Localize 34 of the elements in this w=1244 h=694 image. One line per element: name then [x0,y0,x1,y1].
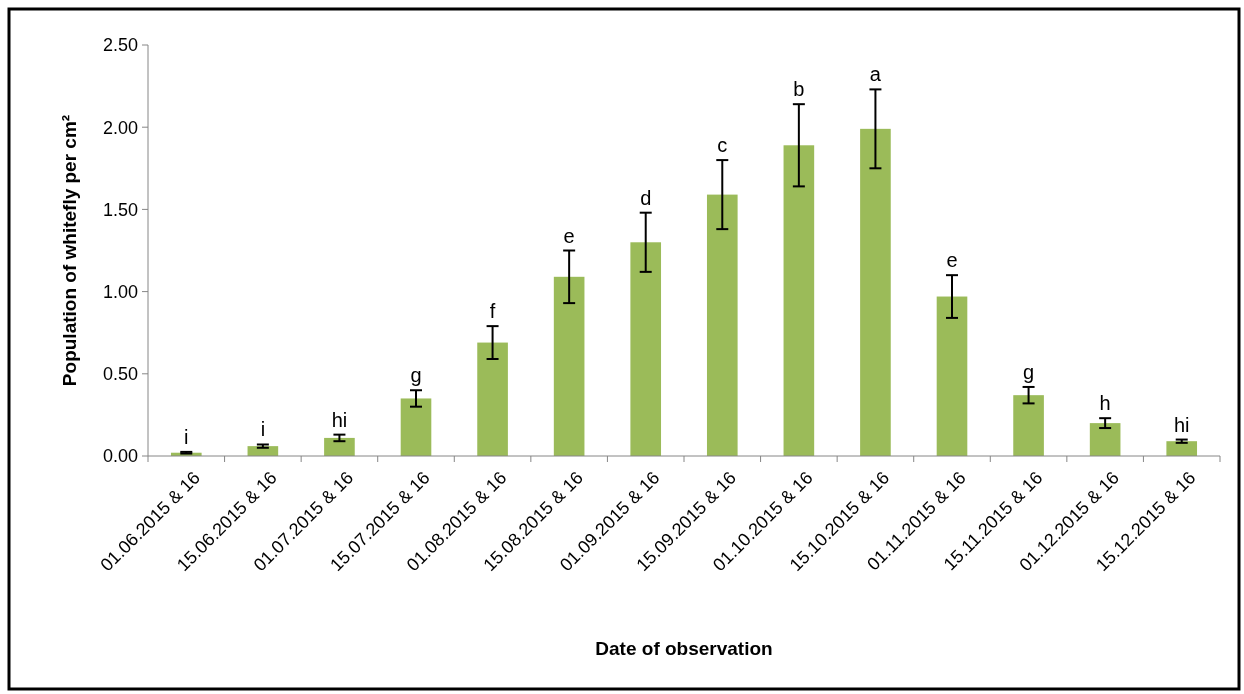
bar [553,276,585,456]
annotation: c [717,134,728,157]
y-tick-label: 0.50 [102,364,138,385]
bar [1089,423,1121,456]
annotation: d [640,186,652,209]
annotation: g [1023,360,1035,383]
y-tick-label: 1.50 [102,199,138,220]
bar [400,398,432,456]
annotation: a [869,63,882,86]
annotation: e [946,249,958,272]
annotation: e [563,224,575,247]
bar [324,437,355,456]
bar [783,145,815,456]
annotation: i [260,418,266,441]
x-axis-title: Date of observation [595,638,773,659]
annotation: h [1099,392,1111,415]
annotation: g [410,364,422,387]
y-axis-title: Population of whitefly per cm² [59,114,80,387]
bar [477,342,508,456]
bar [936,296,968,456]
y-tick-label: 2.50 [102,35,138,56]
bar [1166,441,1198,456]
bar [860,128,891,456]
y-tick-label: 1.00 [102,281,138,302]
y-tick-label: 0.00 [102,446,138,467]
bar [1013,395,1044,456]
y-tick-label: 2.00 [102,117,138,138]
annotation: hi [331,408,348,431]
bar [630,242,662,456]
annotation: hi [1173,413,1190,436]
bar [706,194,738,456]
annotation: f [489,300,496,323]
annotation: i [184,425,189,448]
annotation: b [793,78,805,101]
